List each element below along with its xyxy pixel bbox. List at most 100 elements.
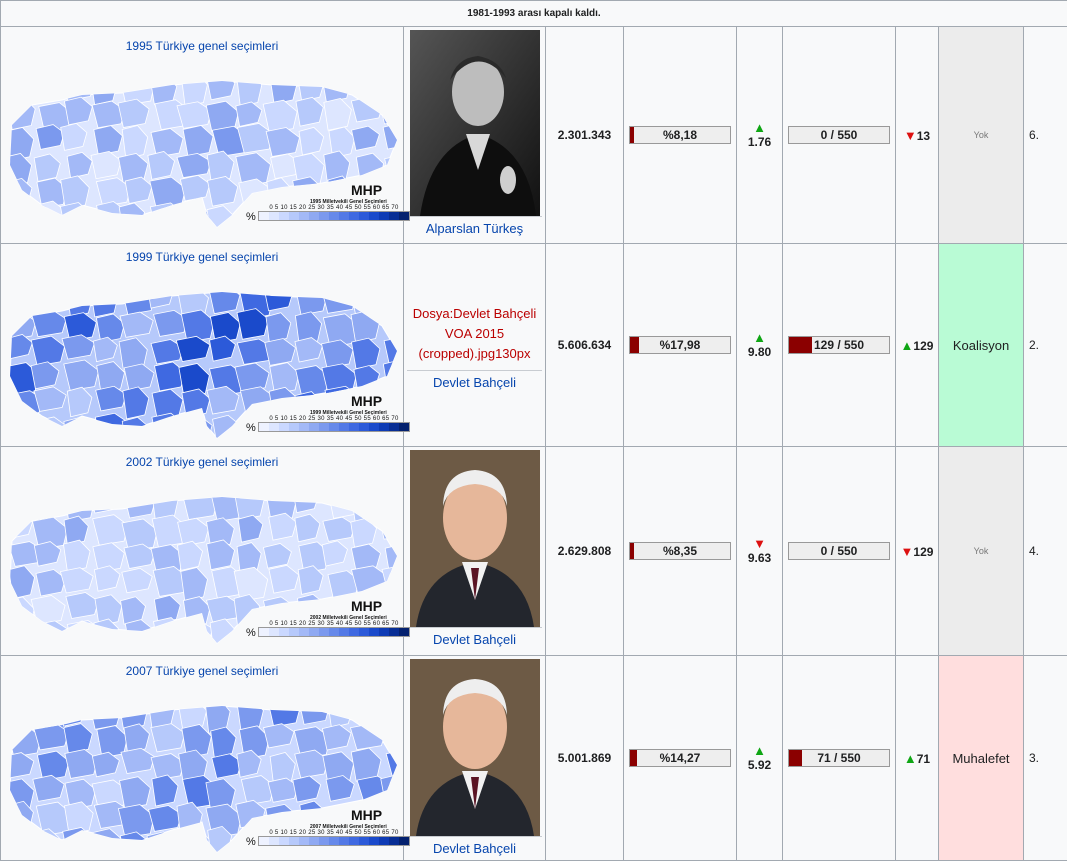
leader-name[interactable]: Alparslan Türkeş <box>407 216 542 237</box>
legend-swatch <box>369 837 379 845</box>
legend-swatches <box>258 836 410 846</box>
province-region <box>384 310 402 334</box>
seats-bar: 0 / 550 <box>788 542 890 560</box>
province-region <box>90 702 121 730</box>
seat-change-cell: ▲71 <box>896 656 939 861</box>
leader-cell: Devlet Bahçeli <box>404 447 546 656</box>
legend-swatch <box>279 423 289 431</box>
leader-photo[interactable] <box>410 30 540 216</box>
province-region <box>91 285 119 317</box>
legend-swatch <box>289 628 299 636</box>
legend-scale: 0 5 10 15 20 25 30 35 40 45 50 55 60 65 … <box>258 205 410 211</box>
province-region <box>147 282 173 308</box>
missing-image-link[interactable]: Dosya:Devlet Bahçeli VOA 2015 (cropped).… <box>404 300 545 370</box>
legend-swatch <box>329 212 339 220</box>
province-region <box>385 155 402 182</box>
vote-change: 1.76 <box>737 135 782 149</box>
legend-swatches <box>258 627 410 637</box>
province-region <box>351 97 382 122</box>
status-cell: Yok <box>939 447 1024 656</box>
seat-arrow-icon: ▲ <box>904 751 917 766</box>
legend-swatches <box>258 211 410 221</box>
vote-count: 2.629.808 <box>546 447 624 656</box>
legend-swatch <box>379 423 389 431</box>
vote-count: 5.606.634 <box>546 244 624 447</box>
leader-photo[interactable] <box>410 450 540 627</box>
leader-cell: Alparslan Türkeş <box>404 27 546 244</box>
province-region <box>296 285 327 315</box>
province-region <box>181 73 207 107</box>
province-region <box>209 285 240 313</box>
province-region <box>8 414 41 440</box>
province-region <box>35 71 70 101</box>
province-region <box>234 488 264 520</box>
vote-change: 9.63 <box>737 551 782 565</box>
province-region <box>358 73 387 102</box>
vote-share-cell: %14,27 <box>624 656 737 861</box>
province-region <box>268 698 300 727</box>
province-region <box>322 71 351 102</box>
legend-swatch <box>299 628 309 636</box>
legend-swatch <box>349 628 359 636</box>
leader-name[interactable]: Devlet Bahçeli <box>407 370 542 391</box>
legend-swatch <box>259 837 269 845</box>
legend-swatch <box>269 212 279 220</box>
leader-photo[interactable] <box>410 659 540 836</box>
province-region <box>384 802 402 834</box>
legend-swatch <box>329 628 339 636</box>
vote-share-label: %8,18 <box>663 128 697 142</box>
seat-change-cell: ▼13 <box>896 27 939 244</box>
legend-swatch <box>319 628 329 636</box>
legend-swatch <box>339 212 349 220</box>
leader-name[interactable]: Devlet Bahçeli <box>407 627 542 648</box>
legend-swatch <box>359 628 369 636</box>
seats-cell: 0 / 550 <box>783 447 896 656</box>
legend-scale: 0 5 10 15 20 25 30 35 40 45 50 55 60 65 … <box>258 830 410 836</box>
map-legend: 0 5 10 15 20 25 30 35 40 45 50 55 60 65 … <box>244 830 410 846</box>
legend-swatch <box>299 212 309 220</box>
seat-arrow-icon: ▼ <box>904 128 917 143</box>
legend-swatch <box>289 423 299 431</box>
election-link[interactable]: 1995 Türkiye genel seçimleri <box>1 39 403 53</box>
legend-swatch <box>259 423 269 431</box>
map-legend: 0 5 10 15 20 25 30 35 40 45 50 55 60 65 … <box>244 205 410 221</box>
province-region <box>237 700 263 731</box>
legend-swatch <box>279 212 289 220</box>
vote-share-label: %17,98 <box>660 338 701 352</box>
province-region <box>62 76 94 101</box>
legend-swatch <box>339 837 349 845</box>
vote-change: 9.80 <box>737 345 782 359</box>
province-region <box>384 699 402 726</box>
legend-swatch <box>379 837 389 845</box>
province-region <box>5 514 32 538</box>
vote-change-cell: ▼ 9.63 <box>737 447 783 656</box>
election-link[interactable]: 2002 Türkiye genel seçimleri <box>1 455 403 469</box>
leader-cell: Dosya:Devlet Bahçeli VOA 2015 (cropped).… <box>404 244 546 447</box>
seats-cell: 0 / 550 <box>783 27 896 244</box>
election-link[interactable]: 1999 Türkiye genel seçimleri <box>1 250 403 264</box>
rank-cell: 3. <box>1024 656 1067 861</box>
seats-bar: 71 / 550 <box>788 749 890 767</box>
legend-swatch <box>389 837 399 845</box>
province-region <box>298 75 324 101</box>
election-link[interactable]: 2007 Türkiye genel seçimleri <box>1 664 403 678</box>
legend-swatch <box>349 212 359 220</box>
vote-share-bar: %8,18 <box>629 126 731 144</box>
province-region <box>383 283 402 310</box>
leader-name[interactable]: Devlet Bahçeli <box>407 836 542 857</box>
party-label: MHP <box>351 599 382 613</box>
province-region <box>64 418 90 446</box>
status-cell: Yok <box>939 27 1024 244</box>
change-arrow-icon: ▲ <box>737 331 782 345</box>
province-region <box>91 75 117 105</box>
vote-change-cell: ▲ 1.76 <box>737 27 783 244</box>
province-region <box>352 697 382 721</box>
seats-bar: 129 / 550 <box>788 336 890 354</box>
province-region <box>299 696 330 724</box>
